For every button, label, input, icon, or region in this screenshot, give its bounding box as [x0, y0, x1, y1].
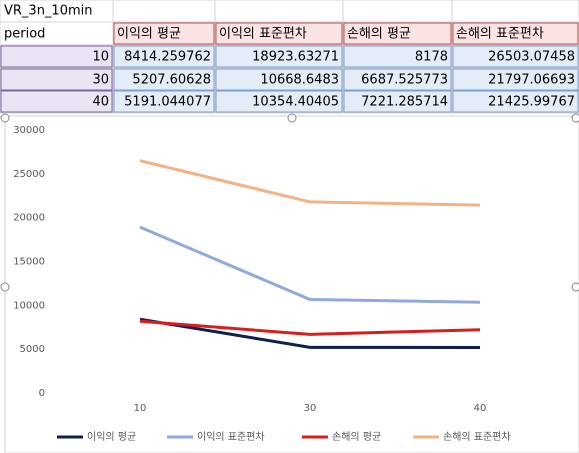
data-cell: 21797.06693 — [488, 73, 575, 88]
data-cell: 18923.63271 — [252, 50, 339, 65]
data-bg — [215, 45, 343, 68]
y-tick-label: 30000 — [13, 125, 45, 136]
data-bg — [113, 68, 215, 91]
cell-bg — [214, 0, 344, 23]
x-tick-label: 40 — [474, 403, 487, 414]
series-line — [139, 317, 481, 349]
series-line — [139, 319, 481, 336]
y-tick-label: 0 — [39, 388, 45, 399]
data-bg — [343, 45, 452, 68]
data-cell: 21425.99767 — [488, 95, 575, 110]
legend-label: 이익의 평균 — [87, 431, 136, 443]
cell-bg — [451, 0, 579, 23]
chart: 0 5000 10000 15000 20000 25000 30000 10 30 40 이익의 … — [13, 125, 510, 443]
data-bg — [452, 68, 579, 91]
data-bg — [215, 68, 343, 91]
data-bg — [0, 90, 113, 113]
data-cell: 7221.285714 — [361, 95, 448, 110]
data-bg — [215, 90, 343, 113]
data-bg — [452, 45, 579, 68]
handle — [0, 113, 10, 123]
data-bg — [0, 68, 113, 91]
header-cell: 이익의 표준편차 — [219, 27, 307, 42]
data-cell: 30 — [92, 73, 109, 88]
data-bg — [0, 45, 113, 68]
header-bg — [452, 22, 579, 45]
header-cell: 이익의 평균 — [117, 27, 181, 42]
data-cell: 10668.6483 — [260, 73, 339, 88]
header-bg — [113, 22, 215, 45]
legend-label: 손해의 표준편차 — [443, 430, 511, 443]
data-cell: 40 — [92, 95, 109, 110]
y-tick-label: 25000 — [13, 169, 45, 180]
legend-label: 이익의 표준편차 — [197, 431, 265, 443]
chart-area — [4, 115, 579, 453]
cell-bg — [342, 0, 453, 23]
data-bg — [343, 68, 452, 91]
x-tick-label: 10 — [134, 403, 147, 414]
data-cell: 26503.07458 — [488, 50, 575, 65]
header-cell: 손해의 평균 — [347, 27, 411, 42]
data-cell: 6687.525773 — [361, 73, 448, 88]
data-cell: 5207.60628 — [132, 73, 211, 88]
data-bg — [113, 90, 215, 113]
y-tick-label: 15000 — [13, 257, 45, 268]
header-cell: 손해의 표준편차 — [456, 27, 544, 42]
y-tick-label: 10000 — [13, 300, 45, 311]
header-bg — [215, 22, 343, 45]
cell-bg — [112, 0, 216, 23]
data-cell: 10354.40405 — [252, 95, 339, 110]
y-tick-label: 5000 — [20, 344, 45, 355]
handle — [571, 113, 579, 123]
data-bg — [452, 90, 579, 113]
data-cell: 8178 — [415, 50, 448, 65]
header-cell: period — [4, 27, 45, 42]
sheet-title: VR_3n_10min — [4, 4, 93, 19]
data-cell: 8414.259762 — [124, 50, 211, 65]
y-tick-label: 20000 — [13, 213, 45, 224]
data-bg — [113, 45, 215, 68]
series-line — [139, 159, 481, 207]
handle — [287, 113, 297, 123]
handle — [0, 282, 10, 292]
data-cell: 10 — [92, 50, 109, 65]
handle — [571, 282, 579, 292]
legend-label: 손해의 평균 — [332, 430, 381, 443]
x-tick-label: 30 — [304, 403, 317, 414]
header-bg — [343, 22, 452, 45]
data-bg — [343, 90, 452, 113]
series-line — [139, 225, 481, 304]
data-cell: 5191.044077 — [124, 95, 211, 110]
